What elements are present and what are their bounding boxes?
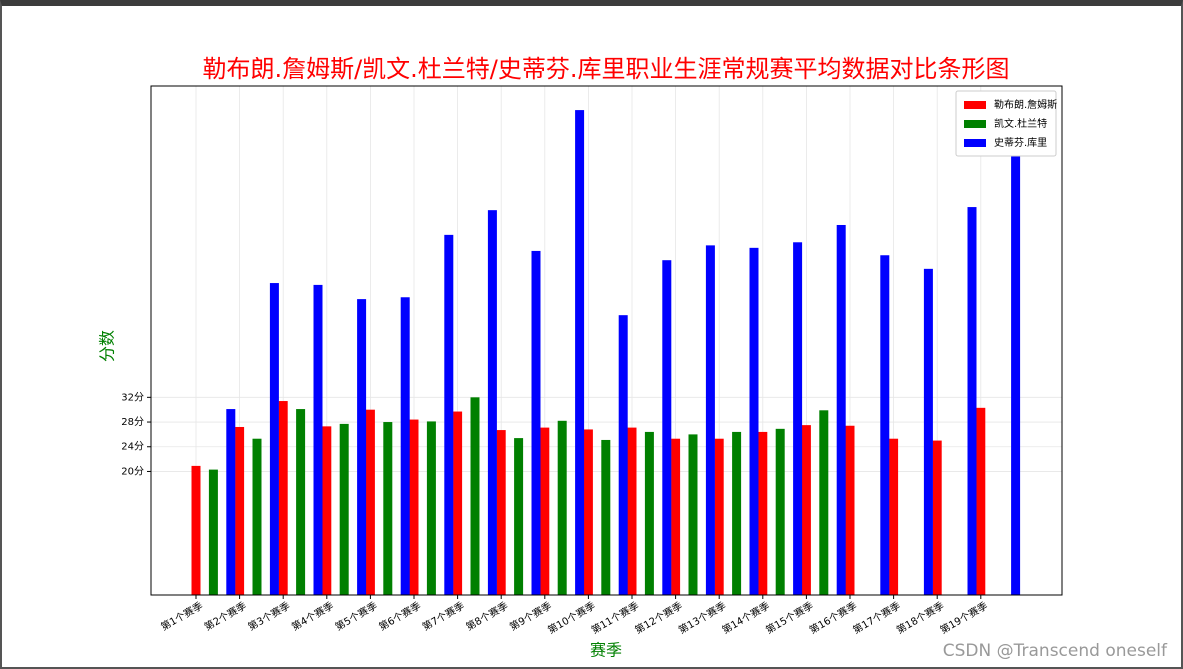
bar bbox=[322, 426, 332, 595]
x-tick-label: 第14个赛季 bbox=[720, 599, 772, 637]
legend-label: 凯文.杜兰特 bbox=[994, 117, 1047, 130]
bar bbox=[880, 255, 890, 595]
bar bbox=[801, 425, 811, 595]
bar bbox=[644, 431, 654, 595]
x-tick-label: 第1个赛季 bbox=[158, 599, 205, 633]
bar bbox=[208, 469, 218, 595]
bar bbox=[470, 397, 480, 595]
x-tick-label: 第12个赛季 bbox=[632, 599, 684, 637]
bar bbox=[487, 210, 497, 595]
x-tick-label: 第17个赛季 bbox=[850, 599, 902, 637]
x-tick-label: 第2个赛季 bbox=[202, 599, 249, 633]
bar bbox=[557, 420, 567, 595]
bar bbox=[514, 438, 524, 595]
bar bbox=[732, 431, 742, 595]
x-tick-label: 第5个赛季 bbox=[333, 599, 380, 633]
chart: 勒布朗.詹姆斯/凯文.杜兰特/史蒂芬.库里职业生涯常规赛平均数据对比条形图 赛季… bbox=[98, 55, 1063, 660]
bar bbox=[496, 430, 506, 595]
y-axis-label: 分数 bbox=[98, 330, 117, 362]
bar bbox=[235, 426, 245, 595]
bar bbox=[705, 245, 715, 596]
x-tick-label: 第13个赛季 bbox=[676, 599, 728, 637]
bar bbox=[967, 207, 977, 595]
bar bbox=[836, 224, 846, 596]
chart-title: 勒布朗.詹姆斯/凯文.杜兰特/史蒂芬.库里职业生涯常规赛平均数据对比条形图 bbox=[202, 55, 1009, 83]
legend-swatch bbox=[964, 139, 986, 147]
bar bbox=[627, 427, 637, 595]
bar bbox=[296, 409, 306, 595]
bar bbox=[583, 429, 593, 595]
bar bbox=[226, 409, 236, 595]
bar bbox=[252, 438, 262, 595]
plot-frame bbox=[150, 85, 1063, 596]
bar bbox=[531, 250, 541, 595]
bar bbox=[400, 297, 410, 595]
bar bbox=[453, 411, 463, 595]
y-tick-label: 28分 bbox=[121, 416, 144, 428]
bar bbox=[976, 407, 986, 595]
x-tick-label: 第3个赛季 bbox=[246, 599, 293, 633]
bar bbox=[749, 247, 759, 596]
bar bbox=[845, 425, 855, 595]
y-tick-label: 32分 bbox=[121, 391, 144, 403]
x-tick-label: 第7个赛季 bbox=[420, 599, 467, 633]
bar bbox=[758, 431, 768, 595]
bar bbox=[409, 419, 419, 595]
bar bbox=[688, 434, 698, 595]
legend-swatch bbox=[964, 101, 986, 109]
bar bbox=[357, 299, 367, 595]
bar bbox=[793, 242, 803, 595]
bar bbox=[714, 438, 724, 595]
x-tick-label: 第4个赛季 bbox=[289, 599, 336, 633]
x-tick-label: 第16个赛季 bbox=[807, 599, 859, 637]
legend-label: 勒布朗.詹姆斯 bbox=[994, 98, 1057, 111]
x-tick-label: 第10个赛季 bbox=[545, 599, 597, 637]
bar bbox=[313, 284, 323, 595]
bar bbox=[426, 421, 436, 595]
y-tick-label: 20分 bbox=[121, 465, 144, 477]
x-tick-label: 第15个赛季 bbox=[763, 599, 815, 637]
bar bbox=[889, 438, 899, 595]
bar bbox=[601, 439, 611, 595]
bar bbox=[1011, 152, 1021, 595]
bar bbox=[444, 234, 454, 595]
x-tick-label: 第8个赛季 bbox=[464, 599, 511, 633]
bar bbox=[923, 268, 933, 595]
x-tick-label: 第11个赛季 bbox=[589, 599, 641, 637]
bar bbox=[618, 315, 628, 595]
x-tick-label: 第18个赛季 bbox=[894, 599, 946, 637]
bar bbox=[339, 423, 349, 595]
bar bbox=[932, 440, 942, 595]
bar bbox=[819, 410, 829, 595]
bar bbox=[365, 409, 375, 595]
bar bbox=[775, 428, 785, 595]
bar bbox=[383, 422, 393, 595]
bar bbox=[540, 427, 550, 595]
x-axis-label: 赛季 bbox=[590, 641, 622, 660]
watermark: CSDN @Transcend oneself bbox=[942, 641, 1167, 661]
x-tick-label: 第6个赛季 bbox=[376, 599, 423, 633]
bar bbox=[575, 110, 585, 596]
bar bbox=[671, 438, 681, 595]
legend-swatch bbox=[964, 120, 986, 128]
x-tick-label: 第19个赛季 bbox=[938, 599, 990, 637]
legend-label: 史蒂芬.库里 bbox=[994, 136, 1047, 149]
bar bbox=[278, 401, 288, 595]
bar bbox=[269, 283, 279, 595]
bar bbox=[191, 465, 201, 595]
y-tick-label: 24分 bbox=[121, 441, 144, 453]
bar bbox=[662, 260, 672, 595]
